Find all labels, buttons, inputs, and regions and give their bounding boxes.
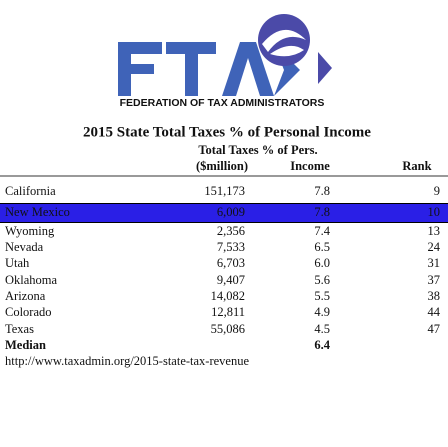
cell: 44: [428, 305, 441, 319]
cell: 2,356: [217, 224, 245, 238]
title: 2015 State Total Taxes % of Personal Inc…: [83, 124, 371, 140]
row-label: Nevada: [5, 240, 44, 254]
row-label: Texas: [5, 322, 34, 336]
cell: 7.4: [314, 224, 330, 238]
cell: 5.6: [314, 273, 330, 287]
cell: 47: [428, 322, 441, 336]
logo: [118, 14, 332, 96]
row-label: Colorado: [5, 305, 52, 319]
median-label: Median: [5, 338, 46, 352]
header-line: Total Taxes % of Pers.: [198, 143, 317, 157]
row-label: New Mexico: [5, 205, 70, 219]
cell: 4.9: [314, 305, 330, 319]
cell: 6.5: [314, 240, 330, 254]
row-label: Oklahoma: [5, 273, 58, 287]
cell: 7.8: [314, 184, 330, 198]
cell: 31: [428, 256, 441, 270]
cell: 12,811: [211, 305, 245, 319]
row-label: California: [5, 184, 56, 198]
cell: 37: [428, 273, 441, 287]
logo-caption: FEDERATION OF TAX ADMINISTRATORS: [120, 97, 325, 109]
cell: 6,703: [217, 256, 245, 270]
column-header: Income: [290, 159, 330, 173]
column-header: ($million): [196, 159, 248, 173]
row-label: Arizona: [5, 289, 46, 303]
cell: 9,407: [217, 273, 245, 287]
cell: 6.0: [314, 256, 330, 270]
cell: 55,086: [211, 322, 245, 336]
cell: 24: [428, 240, 441, 254]
row-label: Utah: [5, 256, 30, 270]
row-label: Wyoming: [5, 224, 55, 238]
table-body: California 151,173 7.8 9 New Mexico 6,009 7.8 1…: [0, 184, 448, 368]
cell: 13: [428, 224, 441, 238]
cell: 151,173: [204, 184, 245, 198]
cell: 7,533: [217, 240, 245, 254]
cell: 7.8: [314, 205, 330, 219]
cell: 9: [434, 184, 440, 198]
cell: 10: [428, 205, 441, 219]
column-header: Rank: [402, 159, 431, 173]
cell: 5.5: [314, 289, 330, 303]
cell: 6,009: [217, 205, 245, 219]
cell: 38: [428, 289, 441, 303]
cell: 14,082: [211, 289, 245, 303]
cell: 4.5: [314, 322, 330, 336]
median-value: 6.4: [314, 338, 330, 352]
row-highlight: [0, 204, 448, 222]
source-url: http://www.taxadmin.org/2015-state-tax-r…: [5, 354, 249, 368]
